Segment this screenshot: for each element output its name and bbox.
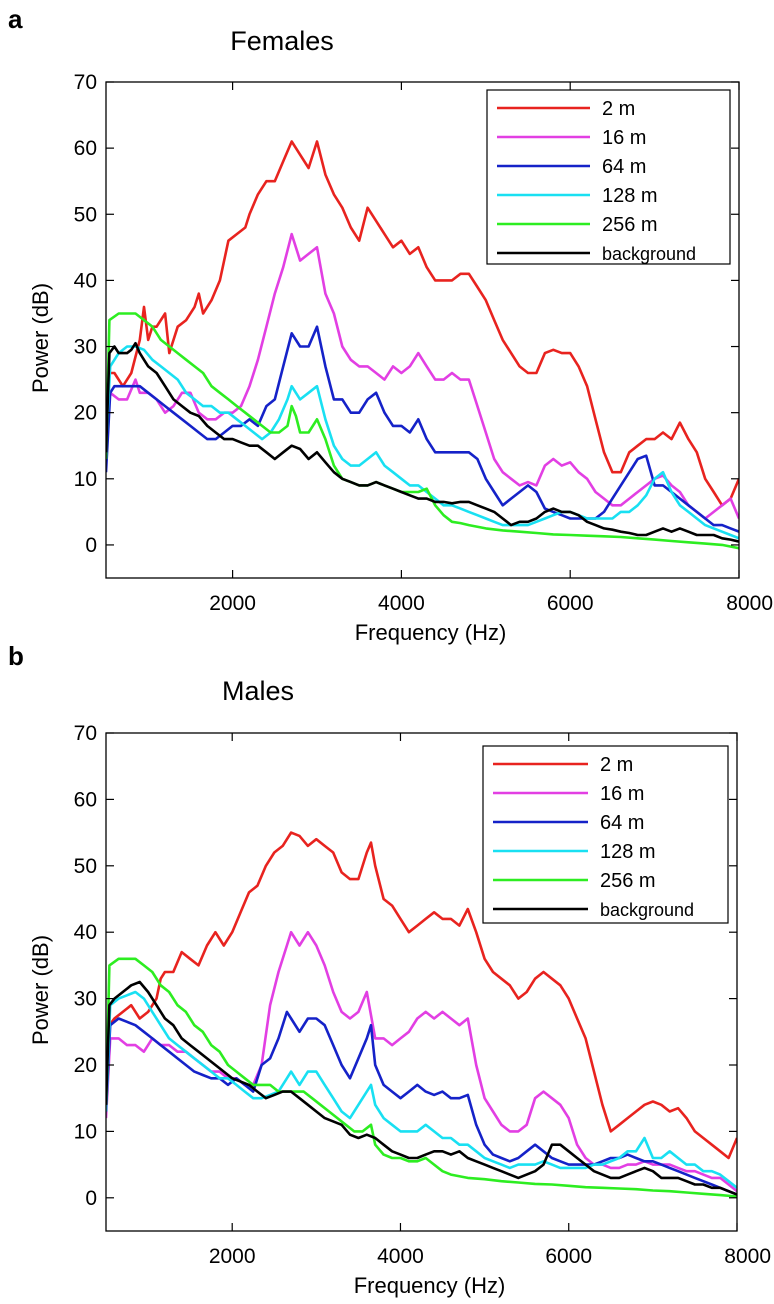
legend-box: [482, 745, 729, 924]
legend: 2 m 16 m 64 m 128 m 256 m background: [482, 745, 729, 924]
legend-label: background: [600, 900, 694, 920]
y-tick-label: 40: [74, 269, 97, 292]
panel-letter: a: [8, 4, 23, 34]
legend-label: 128 m: [602, 185, 658, 207]
x-tick-label: 4000: [378, 592, 425, 615]
plot-frame: [105, 732, 738, 1232]
chart-panel-b: b Males 0 10 20 30 40 50 60 70 2000 4000 6000 8000 Fre…: [8, 641, 771, 1298]
y-tick-label: 50: [74, 203, 97, 226]
series-line-128-m: [106, 990, 737, 1189]
y-tick-label: 30: [74, 988, 97, 1011]
legend-label: 16 m: [602, 127, 646, 149]
y-tick-label: 10: [74, 468, 97, 491]
y-axis-label: Power (dB): [28, 935, 53, 1045]
legend-label: background: [602, 244, 696, 264]
series-line-background: [106, 980, 737, 1196]
legend: 2 m 16 m 64 m 128 m 256 m background: [486, 89, 731, 265]
series-line-16-m: [106, 232, 739, 520]
y-tick-label: 30: [74, 336, 97, 359]
x-tick-label: 2000: [209, 592, 256, 615]
x-tick-label: 8000: [724, 1245, 771, 1268]
legend-label: 2 m: [602, 98, 635, 120]
x-axis-label: Frequency (Hz): [354, 1273, 506, 1298]
chart-title: Males: [222, 676, 294, 706]
legend-label: 128 m: [600, 841, 656, 863]
y-tick-label: 0: [85, 1187, 97, 1210]
legend-label: 64 m: [602, 156, 646, 178]
series-line-64-m: [106, 325, 739, 533]
series-line-background: [106, 341, 739, 543]
x-tick-label: 6000: [547, 592, 594, 615]
y-tick-label: 60: [74, 137, 97, 160]
series-group: [106, 831, 737, 1198]
legend-label: 256 m: [602, 214, 658, 236]
y-tick-label: 50: [74, 855, 97, 878]
y-tick-label: 10: [74, 1120, 97, 1143]
plot-frame: [105, 81, 740, 579]
legend-label: 2 m: [600, 754, 633, 776]
y-tick-label: 60: [74, 788, 97, 811]
series-line-64-m: [106, 1010, 737, 1196]
y-tick-label: 40: [74, 921, 97, 944]
series-line-128-m: [106, 345, 739, 540]
panel-letter: b: [8, 641, 24, 671]
x-tick-label: 4000: [377, 1245, 424, 1268]
series-line-2-m: [106, 831, 737, 1160]
legend-box: [486, 89, 731, 265]
y-tick-label: 20: [74, 1054, 97, 1077]
legend-label: 64 m: [600, 812, 644, 834]
legend-label: 16 m: [600, 783, 644, 805]
x-tick-label: 2000: [209, 1245, 256, 1268]
series-line-2-m: [106, 140, 739, 507]
chart-panel-a: a Females 0 10 20 30 40 50 60 70 2000 4000 6000 8000 F…: [8, 4, 773, 645]
x-tick-label: 6000: [545, 1245, 592, 1268]
x-axis-label: Frequency (Hz): [355, 620, 507, 645]
series-line-256-m: [106, 957, 737, 1198]
y-tick-label: 70: [74, 71, 97, 94]
y-axis-label: Power (dB): [28, 283, 53, 393]
legend-label: 256 m: [600, 870, 656, 892]
chart-title: Females: [230, 26, 334, 56]
y-tick-label: 0: [85, 534, 97, 557]
x-tick-label: 8000: [726, 592, 773, 615]
y-tick-label: 20: [74, 402, 97, 425]
series-group: [106, 140, 739, 550]
y-tick-label: 70: [74, 722, 97, 745]
